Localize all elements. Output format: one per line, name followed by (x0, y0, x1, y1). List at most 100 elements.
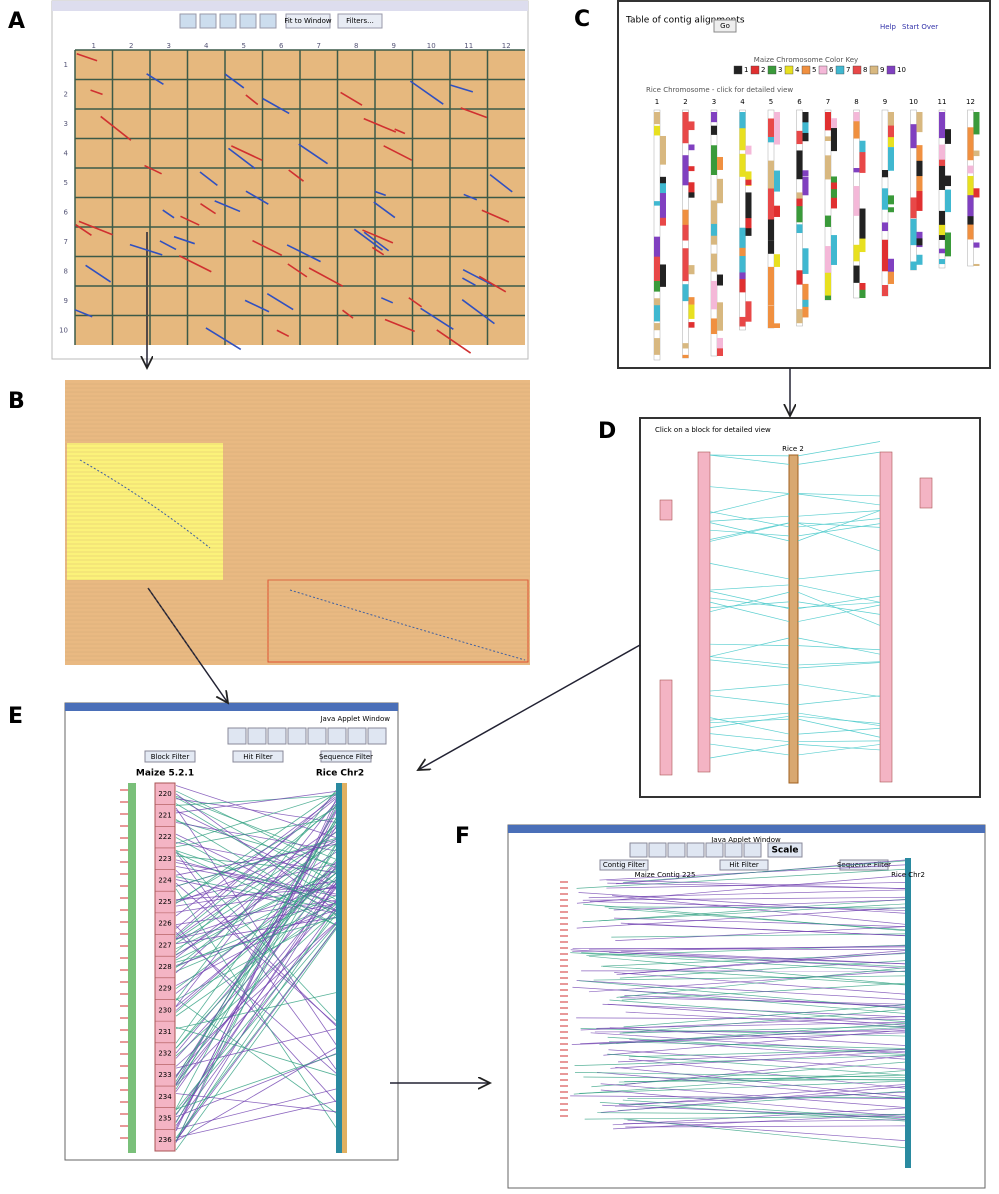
block (974, 112, 980, 134)
selection (67, 443, 223, 580)
column-label: 5 (242, 42, 246, 50)
button-label[interactable]: Fit to Window (284, 17, 332, 25)
tool-icon[interactable] (744, 843, 761, 857)
tool-icon[interactable] (248, 728, 266, 744)
button-label[interactable]: Scale (771, 846, 798, 856)
label: Rice 2 (782, 445, 804, 453)
block (974, 151, 980, 157)
block (825, 155, 831, 179)
column-label: 7 (317, 42, 321, 50)
button-label[interactable]: Filters... (346, 17, 374, 25)
tool-icon[interactable] (328, 728, 346, 744)
key-label: 1 (744, 66, 748, 74)
block (774, 254, 780, 267)
column-label: 1 (655, 98, 659, 106)
block (654, 257, 660, 283)
tool-icon[interactable] (630, 843, 647, 857)
tool-icon[interactable] (649, 843, 666, 857)
block (860, 152, 866, 173)
block (945, 176, 951, 186)
block (854, 266, 860, 283)
button-label[interactable]: Sequence Filter (319, 753, 373, 761)
contig-label: 234 (158, 1093, 172, 1101)
column-label: 2 (129, 42, 133, 50)
block (768, 283, 774, 306)
block (968, 225, 974, 240)
link[interactable]: Help (880, 23, 897, 31)
button-label[interactable]: Block Filter (151, 753, 190, 761)
tool-icon[interactable] (228, 728, 246, 744)
contig-label: 224 (158, 876, 172, 884)
link[interactable]: Start Over (902, 23, 938, 31)
key-label: 7 (846, 66, 850, 74)
block (683, 343, 689, 348)
column-label: 9 (883, 98, 887, 106)
button-label[interactable]: Contig Filter (603, 861, 645, 869)
block (888, 147, 894, 171)
key-label: 8 (863, 66, 867, 74)
block (803, 300, 809, 307)
block (974, 242, 980, 247)
tool-icon[interactable] (240, 14, 256, 28)
tool-icon[interactable] (220, 14, 236, 28)
block (939, 112, 945, 138)
contig-label: 223 (158, 855, 171, 863)
axis-title: Rice Chr2 (891, 871, 925, 879)
block (911, 219, 917, 245)
button-label[interactable]: Go (720, 22, 730, 30)
contig-label: 220 (158, 790, 171, 798)
chromosome (654, 110, 660, 360)
button-label[interactable]: Hit Filter (729, 861, 759, 869)
column-label: 12 (502, 42, 511, 50)
block (768, 306, 774, 328)
tool-icon[interactable] (368, 728, 386, 744)
column-label: 4 (740, 98, 745, 106)
block (768, 119, 774, 138)
tool-icon[interactable] (288, 728, 306, 744)
block (740, 128, 746, 150)
block (689, 145, 695, 151)
block (831, 128, 837, 151)
column-label: 2 (683, 98, 687, 106)
button-label[interactable]: Hit Filter (243, 753, 273, 761)
row-label: 8 (64, 267, 68, 275)
block (939, 166, 945, 190)
subtitle: Rice Chromosome - click for detailed vie… (646, 86, 793, 94)
column-label: 3 (712, 98, 716, 106)
row-label: 3 (64, 120, 68, 128)
block (945, 190, 951, 212)
tool-icon[interactable] (348, 728, 366, 744)
tool-icon[interactable] (200, 14, 216, 28)
block (654, 338, 660, 355)
contig (698, 452, 710, 772)
block (746, 146, 752, 155)
tool-icon[interactable] (668, 843, 685, 857)
tool-icon[interactable] (180, 14, 196, 28)
rice-bar (336, 783, 342, 1153)
block (654, 305, 660, 321)
block (797, 206, 803, 222)
block (740, 279, 746, 292)
block (717, 348, 723, 356)
block (939, 225, 945, 235)
tool-icon[interactable] (308, 728, 326, 744)
column-label: 3 (167, 42, 171, 50)
block (654, 201, 660, 205)
column-label: 6 (797, 98, 802, 106)
block (911, 124, 917, 148)
tool-icon[interactable] (725, 843, 742, 857)
block (654, 323, 660, 330)
titlebar (65, 703, 398, 711)
column-label: 5 (769, 98, 773, 106)
block (831, 198, 837, 209)
block (888, 137, 894, 147)
block (660, 193, 666, 218)
block (882, 240, 888, 272)
row-label: 7 (64, 238, 68, 246)
column-label: 7 (826, 98, 830, 106)
tool-icon[interactable] (687, 843, 704, 857)
block (711, 126, 717, 135)
tool-icon[interactable] (706, 843, 723, 857)
tool-icon[interactable] (268, 728, 286, 744)
tool-icon[interactable] (260, 14, 276, 28)
